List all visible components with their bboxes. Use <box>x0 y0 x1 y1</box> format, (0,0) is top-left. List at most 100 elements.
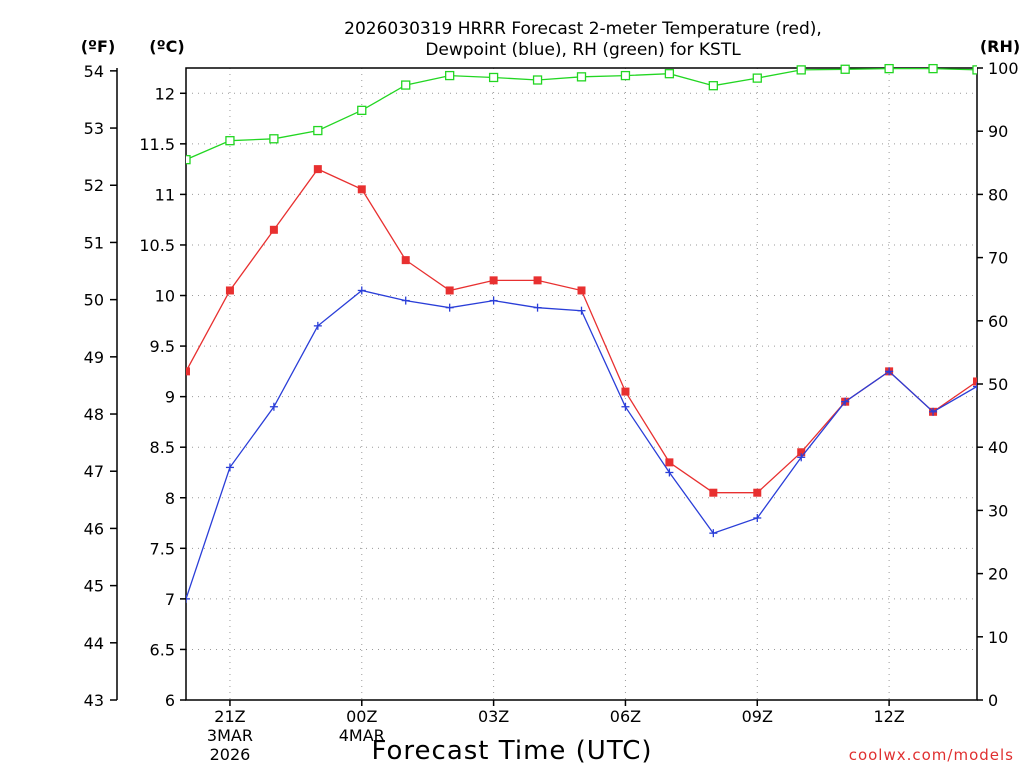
data-point <box>533 303 542 312</box>
data-point <box>577 286 586 295</box>
celsius-tick-label: 8.5 <box>150 438 175 457</box>
series-line <box>186 168 977 494</box>
rh-tick-label: 20 <box>988 565 1008 584</box>
data-point <box>357 105 367 115</box>
data-point <box>884 63 894 74</box>
data-point <box>709 529 718 538</box>
series-rh <box>186 63 977 165</box>
data-point <box>186 367 190 376</box>
series-dewpoint <box>186 286 977 603</box>
data-point <box>532 75 543 85</box>
data-point <box>269 225 278 234</box>
time-tick-label: 03Z <box>478 707 509 726</box>
data-point <box>401 296 410 305</box>
data-point <box>885 367 894 376</box>
data-point <box>797 448 806 457</box>
rh-axis: 0 10 20 30 40 50 60 70 80 90 100 <box>977 59 1019 710</box>
axes <box>116 67 978 701</box>
fahrenheit-axis: 43 44 45 46 47 48 49 50 51 52 53 54 <box>84 62 117 710</box>
data-point <box>973 377 977 386</box>
fahrenheit-tick-label: 53 <box>84 119 104 138</box>
data-point <box>664 69 675 79</box>
time-tick-label: 06Z <box>610 707 641 726</box>
series-temperature <box>186 165 977 497</box>
data-point <box>621 387 630 396</box>
data-point <box>488 72 499 83</box>
rh-tick-label: 10 <box>988 628 1008 647</box>
data-point <box>752 73 762 83</box>
unit-label-fahrenheit: (ºF) <box>81 37 116 56</box>
fahrenheit-tick-label: 47 <box>84 462 104 481</box>
unit-label-rh: (RH) <box>980 37 1020 56</box>
data-point <box>665 458 674 467</box>
data-point <box>269 134 279 144</box>
data-point <box>709 488 718 497</box>
fahrenheit-tick-label: 52 <box>84 176 104 195</box>
rh-tick-label: 90 <box>988 122 1008 141</box>
fahrenheit-tick-label: 54 <box>84 62 104 81</box>
chart-title-line1: 2026030319 HRRR Forecast 2-meter Tempera… <box>344 19 822 39</box>
data-point <box>357 185 366 194</box>
celsius-tick-label: 6 <box>165 691 175 710</box>
data-point <box>401 80 411 90</box>
x-axis-title: Forecast Time (UTC) <box>371 736 652 766</box>
plot-frame <box>185 67 978 701</box>
rh-tick-label: 40 <box>988 438 1008 457</box>
data-point <box>186 594 190 603</box>
time-tick-date: 3MAR <box>207 726 253 745</box>
fahrenheit-tick-label: 51 <box>84 233 104 252</box>
data-point <box>577 306 586 315</box>
rh-tick-label: 30 <box>988 501 1008 520</box>
series-line <box>186 289 977 600</box>
time-tick-label: 21Z <box>214 707 245 726</box>
celsius-tick-label: 7.5 <box>150 539 175 558</box>
data-point <box>972 65 977 75</box>
celsius-tick-label: 9.5 <box>150 337 175 356</box>
series-layer <box>186 63 977 603</box>
rh-tick-label: 100 <box>988 59 1019 78</box>
celsius-tick-label: 11.5 <box>139 135 175 154</box>
chart-title-line2: Dewpoint (blue), RH (green) for KSTL <box>425 40 741 60</box>
rh-tick-label: 70 <box>988 249 1008 268</box>
data-point <box>225 286 234 295</box>
data-point <box>269 402 278 411</box>
data-point <box>928 63 938 74</box>
data-point <box>489 296 498 305</box>
fahrenheit-tick-label: 45 <box>84 577 104 596</box>
data-point <box>313 165 322 174</box>
rh-tick-label: 0 <box>988 691 998 710</box>
rh-tick-label: 60 <box>988 312 1008 331</box>
data-point <box>489 276 498 285</box>
data-point <box>313 321 322 330</box>
celsius-axis: 6 6.5 7 7.5 8 8.5 9 9.5 10 10.5 11 11.5 12 <box>139 84 186 710</box>
data-point <box>313 125 323 136</box>
celsius-tick-label: 6.5 <box>150 640 175 659</box>
fahrenheit-tick-label: 44 <box>84 634 104 653</box>
data-point <box>445 303 454 312</box>
data-point <box>665 468 674 477</box>
data-point <box>797 453 806 462</box>
celsius-tick-label: 12 <box>155 84 175 103</box>
celsius-tick-label: 11 <box>155 185 175 204</box>
fahrenheit-tick-label: 43 <box>84 691 104 710</box>
data-point <box>225 463 234 472</box>
celsius-tick-label: 8 <box>165 489 175 508</box>
data-point <box>533 276 542 285</box>
data-point <box>796 65 806 75</box>
fahrenheit-tick-label: 50 <box>84 291 104 310</box>
data-point <box>225 136 235 146</box>
data-point <box>840 64 850 74</box>
fahrenheit-tick-label: 49 <box>84 348 104 367</box>
celsius-tick-label: 9 <box>165 388 175 407</box>
data-point <box>357 286 366 295</box>
celsius-tick-label: 7 <box>165 590 175 609</box>
unit-label-celsius: (ºC) <box>149 37 184 56</box>
data-point <box>445 286 454 295</box>
credit-label: coolwx.com/models <box>849 746 1014 764</box>
time-tick-label: 09Z <box>742 707 773 726</box>
series-line <box>186 67 977 161</box>
rh-tick-label: 80 <box>988 185 1008 204</box>
data-point <box>753 488 762 497</box>
